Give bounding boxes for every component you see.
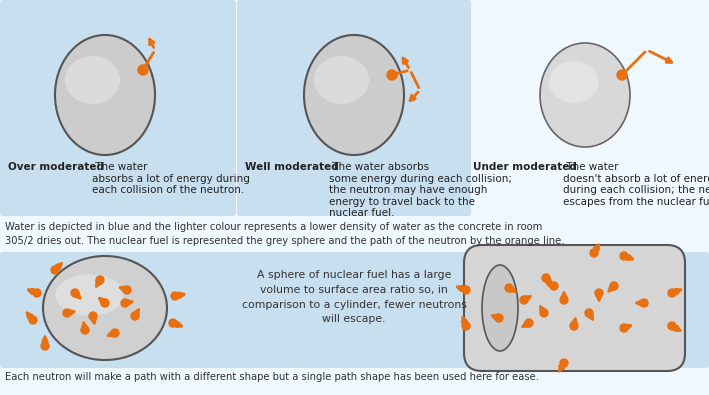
Ellipse shape — [540, 43, 630, 147]
Circle shape — [71, 289, 79, 297]
Circle shape — [610, 282, 618, 290]
Text: Under moderated: Under moderated — [473, 162, 577, 172]
Circle shape — [51, 266, 59, 274]
Circle shape — [171, 292, 179, 300]
Circle shape — [668, 289, 676, 297]
Ellipse shape — [43, 256, 167, 360]
Circle shape — [570, 322, 578, 330]
Circle shape — [96, 276, 104, 284]
Ellipse shape — [304, 35, 404, 155]
Text: Over moderated: Over moderated — [8, 162, 104, 172]
Circle shape — [595, 289, 603, 297]
Circle shape — [560, 296, 568, 304]
Ellipse shape — [549, 61, 598, 103]
Circle shape — [620, 324, 628, 332]
Circle shape — [520, 296, 528, 304]
Circle shape — [585, 309, 593, 317]
Text: Water is depicted in blue and the lighter colour represents a lower density of w: Water is depicted in blue and the lighte… — [5, 222, 564, 246]
Ellipse shape — [482, 265, 518, 351]
Circle shape — [81, 326, 89, 334]
Text: Each neutron will make a path with a different shape but a single path shape has: Each neutron will make a path with a dif… — [5, 372, 539, 382]
FancyBboxPatch shape — [0, 252, 709, 368]
FancyBboxPatch shape — [464, 245, 685, 371]
Ellipse shape — [55, 35, 155, 155]
Circle shape — [462, 286, 470, 294]
Text: The water
doesn't absorb a lot of energy
during each collision; the neutron
esca: The water doesn't absorb a lot of energy… — [563, 162, 709, 207]
Circle shape — [495, 314, 503, 322]
Circle shape — [41, 342, 49, 350]
Circle shape — [462, 322, 470, 330]
Circle shape — [617, 70, 627, 80]
Circle shape — [138, 65, 148, 75]
Circle shape — [387, 70, 397, 80]
Text: The water
absorbs a lot of energy during
each collision of the neutron.: The water absorbs a lot of energy during… — [92, 162, 250, 195]
Circle shape — [131, 312, 139, 320]
Circle shape — [63, 309, 71, 317]
Text: A sphere of nuclear fuel has a large
volume to surface area ratio so, in
compari: A sphere of nuclear fuel has a large vol… — [242, 270, 467, 324]
Circle shape — [590, 249, 598, 257]
Circle shape — [640, 299, 648, 307]
Circle shape — [550, 282, 558, 290]
Ellipse shape — [314, 56, 369, 104]
Text: The water absorbs
some energy during each collision;
the neutron may have enough: The water absorbs some energy during eac… — [329, 162, 512, 218]
Circle shape — [121, 299, 129, 307]
Circle shape — [89, 312, 97, 320]
Circle shape — [560, 359, 568, 367]
Circle shape — [169, 319, 177, 327]
Text: Well moderated: Well moderated — [245, 162, 339, 172]
Circle shape — [540, 309, 548, 317]
Circle shape — [123, 286, 131, 294]
Circle shape — [111, 329, 119, 337]
Circle shape — [542, 274, 550, 282]
Circle shape — [29, 316, 37, 324]
Circle shape — [620, 252, 628, 260]
Circle shape — [101, 299, 109, 307]
Circle shape — [33, 289, 41, 297]
Circle shape — [505, 284, 513, 292]
Ellipse shape — [65, 56, 120, 104]
FancyBboxPatch shape — [0, 0, 236, 216]
Circle shape — [668, 322, 676, 330]
Circle shape — [525, 319, 533, 327]
Ellipse shape — [55, 274, 123, 316]
FancyBboxPatch shape — [237, 0, 471, 216]
